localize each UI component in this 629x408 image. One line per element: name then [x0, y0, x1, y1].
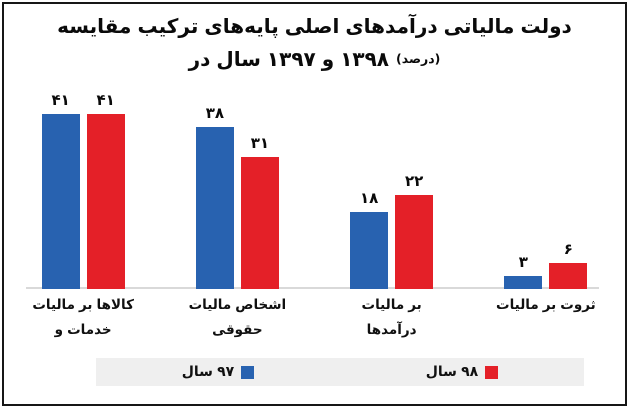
chart-title: مقایسه ترکیب پایه‌های اصلی درآمدهای مالیاتی دو… — [57, 14, 572, 38]
bar-col-series1-group4: ۳ — [504, 253, 543, 289]
bar-series1-group4 — [504, 276, 543, 289]
plot-area: ۴۱ ۴۱ ۳۸ ۳۱ ۱۸ ۲۲ ۳ ۶ — [6, 86, 623, 289]
chart-subtitle-unit: (درصد) — [396, 51, 441, 66]
category-axis: مالیات بر کالاها و خدمات مالیات اشخاص حقوقی … — [6, 297, 623, 339]
category-label-line: مالیات بر ثروت — [496, 297, 596, 313]
bar-col-series2-group1: ۴۱ — [86, 91, 125, 289]
bar-value-label-series1-group4: ۳ — [518, 253, 528, 271]
bar-value-label-series1-group3: ۱۸ — [359, 189, 379, 207]
legend: سال ۹۷ سال ۹۸ — [96, 358, 584, 386]
bar-value-label-series2-group2: ۳۱ — [250, 134, 270, 152]
legend-swatch-year98-icon — [485, 365, 499, 379]
bar-series2-group2 — [240, 157, 279, 289]
category-label-goods-services: مالیات بر کالاها و خدمات — [6, 297, 160, 339]
legend-item-year98: سال ۹۸ — [425, 364, 499, 380]
bar-col-series2-group3: ۲۲ — [395, 172, 434, 289]
chart-subtitle: در سال ۱۳۹۷ و ۱۳۹۸ (درصد) — [4, 46, 625, 72]
x-axis-line — [26, 287, 599, 289]
category-label-corporate: مالیات اشخاص حقوقی — [160, 297, 314, 339]
bar-series2-group3 — [395, 195, 434, 289]
bar-group-1: ۴۱ ۴۱ — [6, 86, 160, 289]
bar-col-series1-group3: ۱۸ — [350, 189, 389, 289]
category-label-line: درآمدها — [366, 322, 417, 338]
legend-item-year97: سال ۹۷ — [181, 364, 255, 380]
bar-col-series1-group1: ۴۱ — [41, 91, 80, 289]
bar-series1-group3 — [350, 212, 389, 289]
bar-col-series2-group2: ۳۱ — [240, 134, 279, 289]
bar-group-3: ۱۸ ۲۲ — [315, 86, 469, 289]
bar-col-series2-group4: ۶ — [549, 240, 588, 289]
bar-series2-group1 — [86, 114, 125, 289]
category-label-line: حقوقی — [212, 322, 263, 338]
chart-subtitle-years: در سال ۱۳۹۷ و ۱۳۹۸ — [188, 47, 390, 71]
bar-value-label-series1-group2: ۳۸ — [205, 104, 225, 122]
category-label-line: مالیات بر کالاها — [32, 297, 134, 313]
category-label-line: مالیات بر — [361, 297, 422, 313]
bar-series2-group4 — [549, 263, 588, 289]
bar-value-label-series1-group1: ۴۱ — [51, 91, 70, 109]
category-label-incomes: مالیات بر درآمدها — [315, 297, 469, 339]
category-label-wealth: مالیات بر ثروت — [469, 297, 623, 339]
legend-label-year98: سال ۹۸ — [425, 364, 479, 380]
legend-swatch-year97-icon — [241, 365, 255, 379]
bar-col-series1-group2: ۳۸ — [195, 104, 234, 289]
bar-series1-group1 — [41, 114, 80, 289]
category-label-line: و خدمات — [54, 322, 112, 338]
legend-label-year97: سال ۹۷ — [181, 364, 235, 380]
bar-value-label-series2-group4: ۶ — [563, 240, 573, 258]
bar-series1-group2 — [195, 127, 234, 289]
bar-value-label-series2-group1: ۴۱ — [96, 91, 115, 109]
bar-group-2: ۳۸ ۳۱ — [160, 86, 314, 289]
category-label-line: مالیات اشخاص — [188, 297, 287, 313]
bar-value-label-series2-group3: ۲۲ — [404, 172, 424, 190]
